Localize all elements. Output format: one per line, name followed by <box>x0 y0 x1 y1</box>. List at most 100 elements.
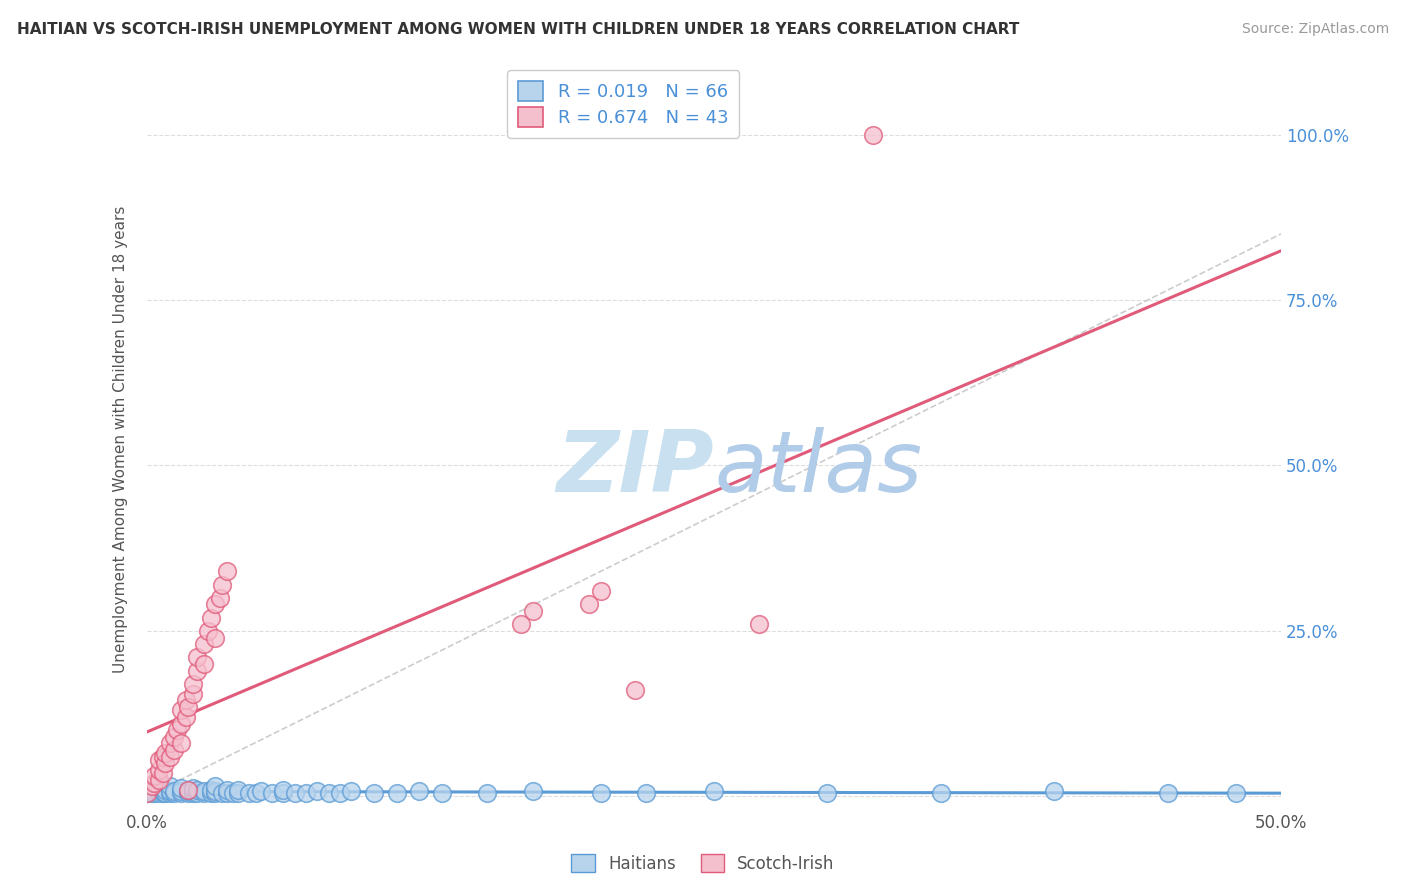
Point <box>159 736 181 750</box>
Point <box>522 784 544 798</box>
Point <box>204 786 226 800</box>
Point <box>177 782 200 797</box>
Point <box>430 786 453 800</box>
Point <box>177 786 200 800</box>
Point <box>208 591 231 605</box>
Point <box>163 784 186 798</box>
Point <box>177 700 200 714</box>
Point <box>862 128 884 142</box>
Point <box>329 786 352 800</box>
Text: HAITIAN VS SCOTCH-IRISH UNEMPLOYMENT AMONG WOMEN WITH CHILDREN UNDER 18 YEARS CO: HAITIAN VS SCOTCH-IRISH UNEMPLOYMENT AMO… <box>17 22 1019 37</box>
Point <box>318 786 340 800</box>
Point <box>226 782 249 797</box>
Point <box>170 736 193 750</box>
Point <box>197 624 219 638</box>
Point <box>200 782 222 797</box>
Point <box>271 782 294 797</box>
Text: atlas: atlas <box>714 427 922 510</box>
Text: Source: ZipAtlas.com: Source: ZipAtlas.com <box>1241 22 1389 37</box>
Point <box>181 781 204 796</box>
Point <box>589 786 612 800</box>
Point <box>155 756 177 771</box>
Point <box>193 786 215 800</box>
Point <box>148 772 170 787</box>
Point <box>477 786 499 800</box>
Point <box>170 716 193 731</box>
Point <box>204 780 226 794</box>
Point <box>166 723 188 738</box>
Point <box>748 617 770 632</box>
Point <box>163 786 186 800</box>
Point <box>215 782 238 797</box>
Point <box>148 781 170 796</box>
Point <box>170 781 193 796</box>
Point <box>238 786 260 800</box>
Point <box>181 784 204 798</box>
Point <box>193 637 215 651</box>
Point <box>204 631 226 645</box>
Point <box>522 604 544 618</box>
Point <box>141 786 163 800</box>
Point <box>152 786 174 800</box>
Point <box>510 617 533 632</box>
Point <box>136 786 159 800</box>
Point <box>181 677 204 691</box>
Point <box>143 776 166 790</box>
Point <box>181 687 204 701</box>
Point <box>385 786 408 800</box>
Point <box>211 786 233 800</box>
Point <box>186 664 208 678</box>
Point <box>136 782 159 797</box>
Point <box>578 598 600 612</box>
Point <box>340 784 363 798</box>
Point <box>186 782 208 797</box>
Point <box>193 657 215 671</box>
Point <box>200 786 222 800</box>
Point <box>148 786 170 800</box>
Point <box>155 786 177 800</box>
Point <box>204 598 226 612</box>
Point <box>215 786 238 800</box>
Point <box>152 749 174 764</box>
Point <box>204 784 226 798</box>
Point <box>181 786 204 800</box>
Point <box>159 780 181 794</box>
Point <box>200 610 222 624</box>
Point <box>170 703 193 717</box>
Point <box>307 784 329 798</box>
Point <box>152 784 174 798</box>
Legend: R = 0.019   N = 66, R = 0.674   N = 43: R = 0.019 N = 66, R = 0.674 N = 43 <box>508 70 740 138</box>
Point <box>148 784 170 798</box>
Point <box>159 786 181 800</box>
Point <box>623 683 645 698</box>
Point <box>363 786 385 800</box>
Point <box>817 786 839 800</box>
Point <box>634 786 657 800</box>
Point <box>148 753 170 767</box>
Point <box>177 784 200 798</box>
Point <box>215 565 238 579</box>
Point <box>143 786 166 800</box>
Point <box>136 786 159 800</box>
Point <box>408 784 430 798</box>
Point <box>186 786 208 800</box>
Point <box>249 784 271 798</box>
Y-axis label: Unemployment Among Women with Children Under 18 years: Unemployment Among Women with Children U… <box>114 205 128 673</box>
Point <box>211 577 233 591</box>
Point <box>245 786 267 800</box>
Point <box>170 784 193 798</box>
Point <box>174 693 197 707</box>
Text: ZIP: ZIP <box>557 427 714 510</box>
Point <box>163 743 186 757</box>
Point <box>148 763 170 777</box>
Point <box>155 782 177 797</box>
Point <box>271 786 294 800</box>
Point <box>222 786 245 800</box>
Point <box>1225 786 1247 800</box>
Point <box>141 780 163 794</box>
Point <box>295 786 318 800</box>
Point <box>193 784 215 798</box>
Point <box>159 749 181 764</box>
Point <box>1043 784 1066 798</box>
Point <box>163 730 186 744</box>
